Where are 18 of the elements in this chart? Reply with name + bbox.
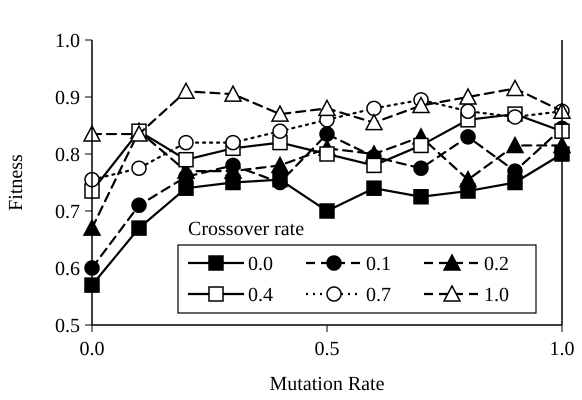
x-tick-label: 0.0	[80, 338, 104, 360]
legend-label: 1.0	[484, 284, 509, 306]
legend-label: 0.0	[248, 253, 273, 275]
y-tick-label: 0.7	[55, 201, 80, 223]
y-tick-label: 0.9	[55, 87, 80, 109]
y-axis-title: Fitness	[5, 154, 27, 211]
y-tick-label: 0.8	[55, 144, 80, 166]
x-axis-title: Mutation Rate	[270, 373, 385, 395]
y-tick-label: 0.5	[55, 315, 80, 337]
legend-label: 0.4	[248, 284, 273, 306]
x-tick-label: 0.5	[314, 338, 340, 360]
legend-title: Crossover rate	[188, 218, 304, 240]
legend-label: 0.2	[484, 253, 509, 275]
legend-label: 0.1	[366, 253, 391, 275]
y-tick-label: 0.6	[55, 258, 80, 280]
y-tick-label: 1.0	[55, 30, 80, 52]
legend-label: 0.7	[366, 284, 391, 306]
x-tick-label: 1.0	[550, 338, 574, 360]
